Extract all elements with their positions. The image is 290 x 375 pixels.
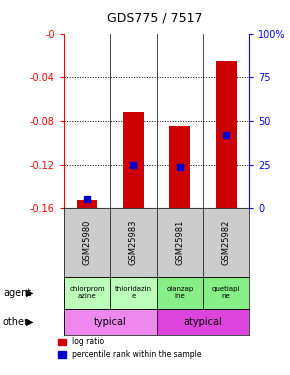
Text: typical: typical: [94, 317, 126, 327]
Bar: [169, 126, 190, 208]
FancyBboxPatch shape: [157, 277, 203, 309]
FancyBboxPatch shape: [157, 309, 249, 335]
Text: other: other: [3, 317, 29, 327]
Text: GSM25983: GSM25983: [129, 220, 138, 265]
Bar: [216, 61, 237, 208]
Text: agent: agent: [3, 288, 31, 298]
Text: GSM25982: GSM25982: [222, 220, 231, 265]
Text: GSM25981: GSM25981: [175, 220, 184, 265]
FancyBboxPatch shape: [203, 277, 249, 309]
Legend: log ratio, percentile rank within the sample: log ratio, percentile rank within the sa…: [58, 338, 202, 359]
Text: atypical: atypical: [184, 317, 222, 327]
Text: ▶: ▶: [26, 288, 34, 298]
Text: GSM25980: GSM25980: [82, 220, 92, 265]
Bar: [77, 201, 97, 208]
Bar: [123, 112, 144, 208]
Text: thioridazin
e: thioridazin e: [115, 286, 152, 299]
FancyBboxPatch shape: [110, 277, 157, 309]
Text: chlorprom
azine: chlorprom azine: [69, 286, 105, 299]
Text: GDS775 / 7517: GDS775 / 7517: [107, 11, 203, 24]
FancyBboxPatch shape: [64, 309, 157, 335]
Text: olanzap
ine: olanzap ine: [166, 286, 193, 299]
Text: ▶: ▶: [26, 317, 34, 327]
FancyBboxPatch shape: [64, 277, 110, 309]
Text: quetiapi
ne: quetiapi ne: [212, 286, 240, 299]
